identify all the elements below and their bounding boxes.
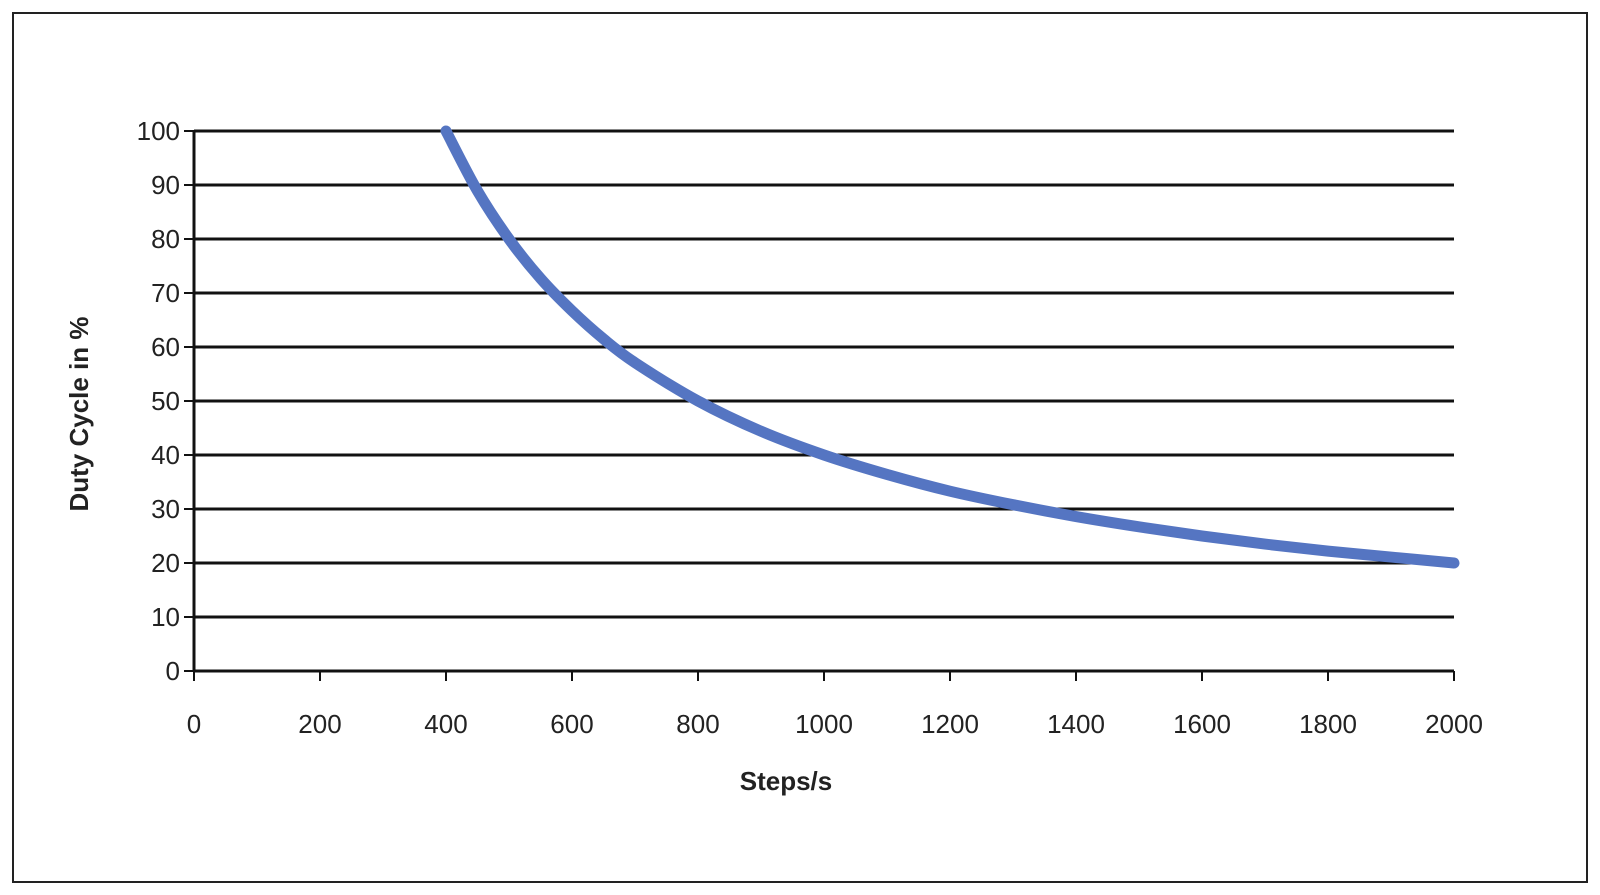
grid-lines bbox=[194, 129, 1454, 619]
x-tick-label-200: 200 bbox=[298, 709, 341, 739]
y-tick-label-40: 40 bbox=[151, 440, 180, 470]
chart-frame: 0 10 20 30 40 50 60 70 80 90 100 0 200 400 600 800 1000 1… bbox=[12, 12, 1588, 883]
x-tick-label-2000: 2000 bbox=[1425, 709, 1483, 739]
series-line-0 bbox=[440, 125, 1460, 569]
x-tick-label-1200: 1200 bbox=[921, 709, 979, 739]
y-tick-label-70: 70 bbox=[151, 278, 180, 308]
x-tick-label-600: 600 bbox=[550, 709, 593, 739]
x-tick-label-1800: 1800 bbox=[1299, 709, 1357, 739]
x-tick-label-0: 0 bbox=[187, 709, 201, 739]
x-tick-label-800: 800 bbox=[676, 709, 719, 739]
x-tick-label-400: 400 bbox=[424, 709, 467, 739]
x-tick-label-1000: 1000 bbox=[795, 709, 853, 739]
x-tick-label-1400: 1400 bbox=[1047, 709, 1105, 739]
y-tick-label-60: 60 bbox=[151, 332, 180, 362]
y-tick-label-90: 90 bbox=[151, 170, 180, 200]
y-axis-title: Duty Cycle in % bbox=[64, 316, 94, 511]
y-tick-label-0: 0 bbox=[166, 656, 180, 686]
y-tick-label-20: 20 bbox=[151, 548, 180, 578]
y-tick-label-30: 30 bbox=[151, 494, 180, 524]
series-layer bbox=[440, 125, 1460, 569]
axes bbox=[184, 130, 1455, 681]
y-tick-label-10: 10 bbox=[151, 602, 180, 632]
x-axis-title: Steps/s bbox=[740, 766, 833, 796]
y-tick-label-50: 50 bbox=[151, 386, 180, 416]
y-tick-label-80: 80 bbox=[151, 224, 180, 254]
y-tick-label-100: 100 bbox=[137, 116, 180, 146]
x-tick-label-1600: 1600 bbox=[1173, 709, 1231, 739]
